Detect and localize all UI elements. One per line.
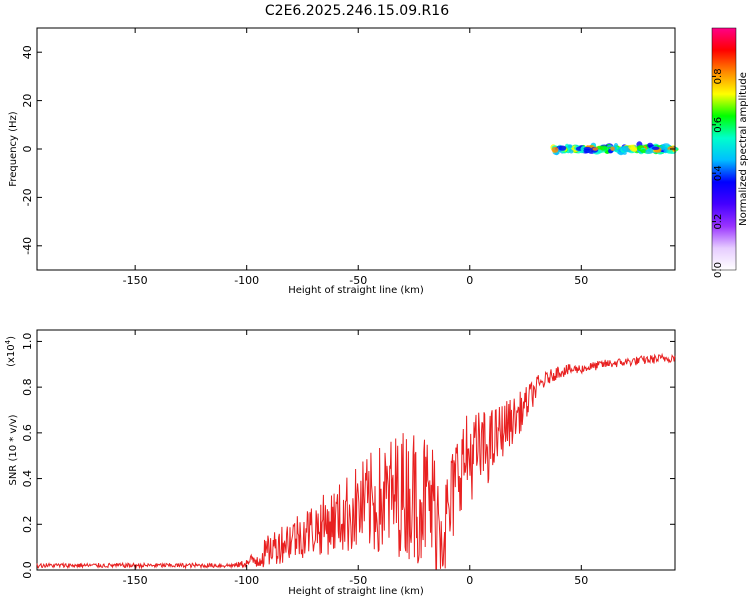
colorbar-tick-label: 0.8 (713, 68, 724, 84)
spectrogram-x-tick-label: 50 (574, 274, 588, 287)
spectrogram-y-tick-label: -20 (21, 188, 34, 206)
heatmap-cell (610, 146, 615, 151)
heatmap-cell (592, 147, 599, 151)
spectrogram-x-tick-label: 0 (466, 274, 473, 287)
heatmap-cell (621, 145, 630, 152)
snr-y-label: SNR (10 * v/v) (8, 414, 19, 485)
snr-x-ticks: -150 -100 -50 0 50 (123, 330, 588, 587)
heatmap-cell (651, 146, 660, 150)
colorbar: 0.0 0.2 0.4 0.6 0.8 Normalized spectral ampl… (711, 27, 749, 278)
heatmap-cell (663, 146, 668, 153)
spectrogram-y-ticks: -40 -20 0 20 40 (21, 45, 675, 255)
spectrogram-x-tick-label: -100 (234, 274, 259, 287)
heatmap-cell (558, 145, 567, 151)
spectrogram-panel: -150 -100 -50 0 50 -40 -20 0 20 40 Height of str… (8, 27, 679, 296)
spectrogram-x-label: Height of straight line (km) (288, 285, 424, 296)
snr-y-tick-label: 0.4 (21, 470, 34, 488)
snr-y-tick-label: 1.0 (21, 333, 34, 351)
spectrogram-y-tick-label: -40 (21, 237, 34, 255)
snr-y-tick-label: 0.2 (21, 516, 34, 534)
snr-multiplier-close: ) (6, 336, 17, 340)
heatmap-cell (551, 146, 559, 153)
snr-series-line (36, 352, 676, 570)
colorbar-tick-label: 0.6 (713, 117, 724, 133)
spectrogram-y-label: Frequency (Hz) (8, 111, 19, 187)
heatmap-cell (647, 142, 653, 148)
snr-x-tick-label: 50 (574, 574, 588, 587)
snr-x-tick-label: -150 (123, 574, 148, 587)
chart-title: C2E6.2025.246.15.09.R16 (265, 3, 449, 19)
snr-multiplier-base: (x10 (6, 344, 17, 367)
spectrogram-heatmap (550, 141, 679, 156)
heatmap-cell (599, 145, 608, 151)
heatmap-cell (645, 149, 654, 154)
spectrogram-x-tick-label: -50 (349, 274, 367, 287)
heatmap-cell (583, 148, 592, 153)
heatmap-cell (567, 144, 573, 149)
snr-multiplier: (x104) (4, 336, 17, 367)
spectrogram-y-tick-label: 0 (21, 146, 34, 153)
snr-y-tick-label: 0.8 (21, 378, 34, 396)
colorbar-ticks: 0.0 0.2 0.4 0.6 0.8 (712, 68, 724, 278)
snr-x-tick-label: -100 (234, 574, 259, 587)
spectrogram-y-tick-label: 20 (21, 94, 34, 108)
snr-x-tick-label: 0 (466, 574, 473, 587)
spectrogram-y-tick-label: 40 (21, 45, 34, 59)
snr-y-ticks: 0.0 0.2 0.4 0.6 0.8 1.0 (21, 333, 675, 579)
colorbar-tick-label: 0.0 (713, 262, 724, 278)
heatmap-cell (628, 144, 636, 150)
snr-y-tick-label: 0.6 (21, 424, 34, 442)
snr-multiplier-exponent: 4 (4, 339, 12, 344)
snr-y-tick-label: 0.0 (21, 561, 34, 579)
heatmap-cell (666, 149, 673, 154)
colorbar-label: Normalized spectral amplitude (738, 72, 749, 226)
heatmap-cell (640, 149, 647, 154)
colorbar-gradient (711, 27, 737, 271)
snr-panel: -150 -100 -50 0 50 0.0 0.2 0.4 0.6 0.8 1.0 Height… (4, 329, 676, 597)
spectrogram-x-tick-label: -150 (123, 274, 148, 287)
spectrogram-x-ticks: -150 -100 -50 0 50 (123, 28, 588, 287)
snr-x-tick-label: -50 (349, 574, 367, 587)
colorbar-tick-label: 0.4 (713, 165, 724, 181)
colorbar-tick-label: 0.2 (713, 214, 724, 230)
snr-x-label: Height of straight line (km) (288, 586, 424, 597)
